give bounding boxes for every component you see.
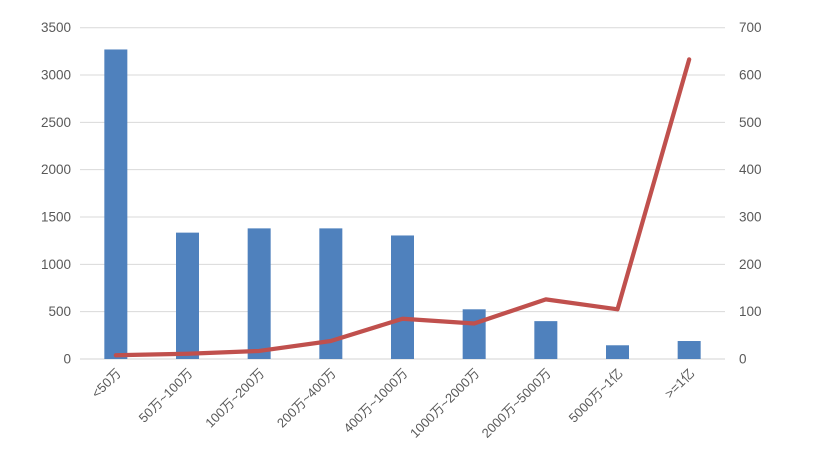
x-axis-category-label: 1000万~2000万: [407, 366, 482, 441]
left-axis-tick-label: 2000: [41, 162, 71, 177]
bar[interactable]: [606, 345, 629, 359]
x-axis-category-label: >=1亿: [662, 366, 698, 402]
bar[interactable]: [391, 235, 414, 359]
left-axis-tick-label: 500: [48, 304, 71, 319]
left-axis-tick-label: 1500: [41, 210, 71, 225]
line-series[interactable]: [113, 57, 692, 358]
right-axis-tick-label: 700: [739, 20, 762, 35]
x-axis-category-label: 50万~100万: [136, 366, 196, 426]
bar[interactable]: [319, 228, 343, 359]
right-axis-tick-label: 500: [739, 115, 762, 130]
left-axis-tick-label: 2500: [41, 115, 71, 130]
right-axis-tick-label: 600: [739, 68, 762, 83]
x-axis-category-label: <50万: [89, 366, 124, 401]
x-axis-category-label: 100万~200万: [202, 366, 267, 431]
x-axis-category-label: 400万~1000万: [340, 366, 410, 436]
left-axis-tick-label: 3500: [41, 20, 71, 35]
left-axis-tick-label: 0: [63, 352, 71, 367]
right-axis-tick-label: 200: [739, 257, 762, 272]
bar[interactable]: [176, 232, 199, 359]
x-axis-category-label: 5000万~1亿: [566, 366, 626, 426]
x-axis-category-label: 2000万~5000万: [479, 366, 554, 441]
right-axis-tick-label: 0: [739, 352, 747, 367]
bar[interactable]: [462, 309, 486, 359]
left-axis-tick-label: 3000: [41, 68, 71, 83]
left-axis-tick-label: 1000: [41, 257, 71, 272]
bar[interactable]: [104, 49, 128, 360]
right-axis-tick-label: 400: [739, 162, 762, 177]
bar[interactable]: [534, 321, 558, 359]
right-axis-tick-label: 300: [739, 210, 762, 225]
bar[interactable]: [247, 228, 271, 359]
x-axis-category-label: 200万~400万: [274, 366, 339, 431]
bar[interactable]: [677, 341, 701, 359]
right-axis-tick-label: 100: [739, 304, 762, 319]
